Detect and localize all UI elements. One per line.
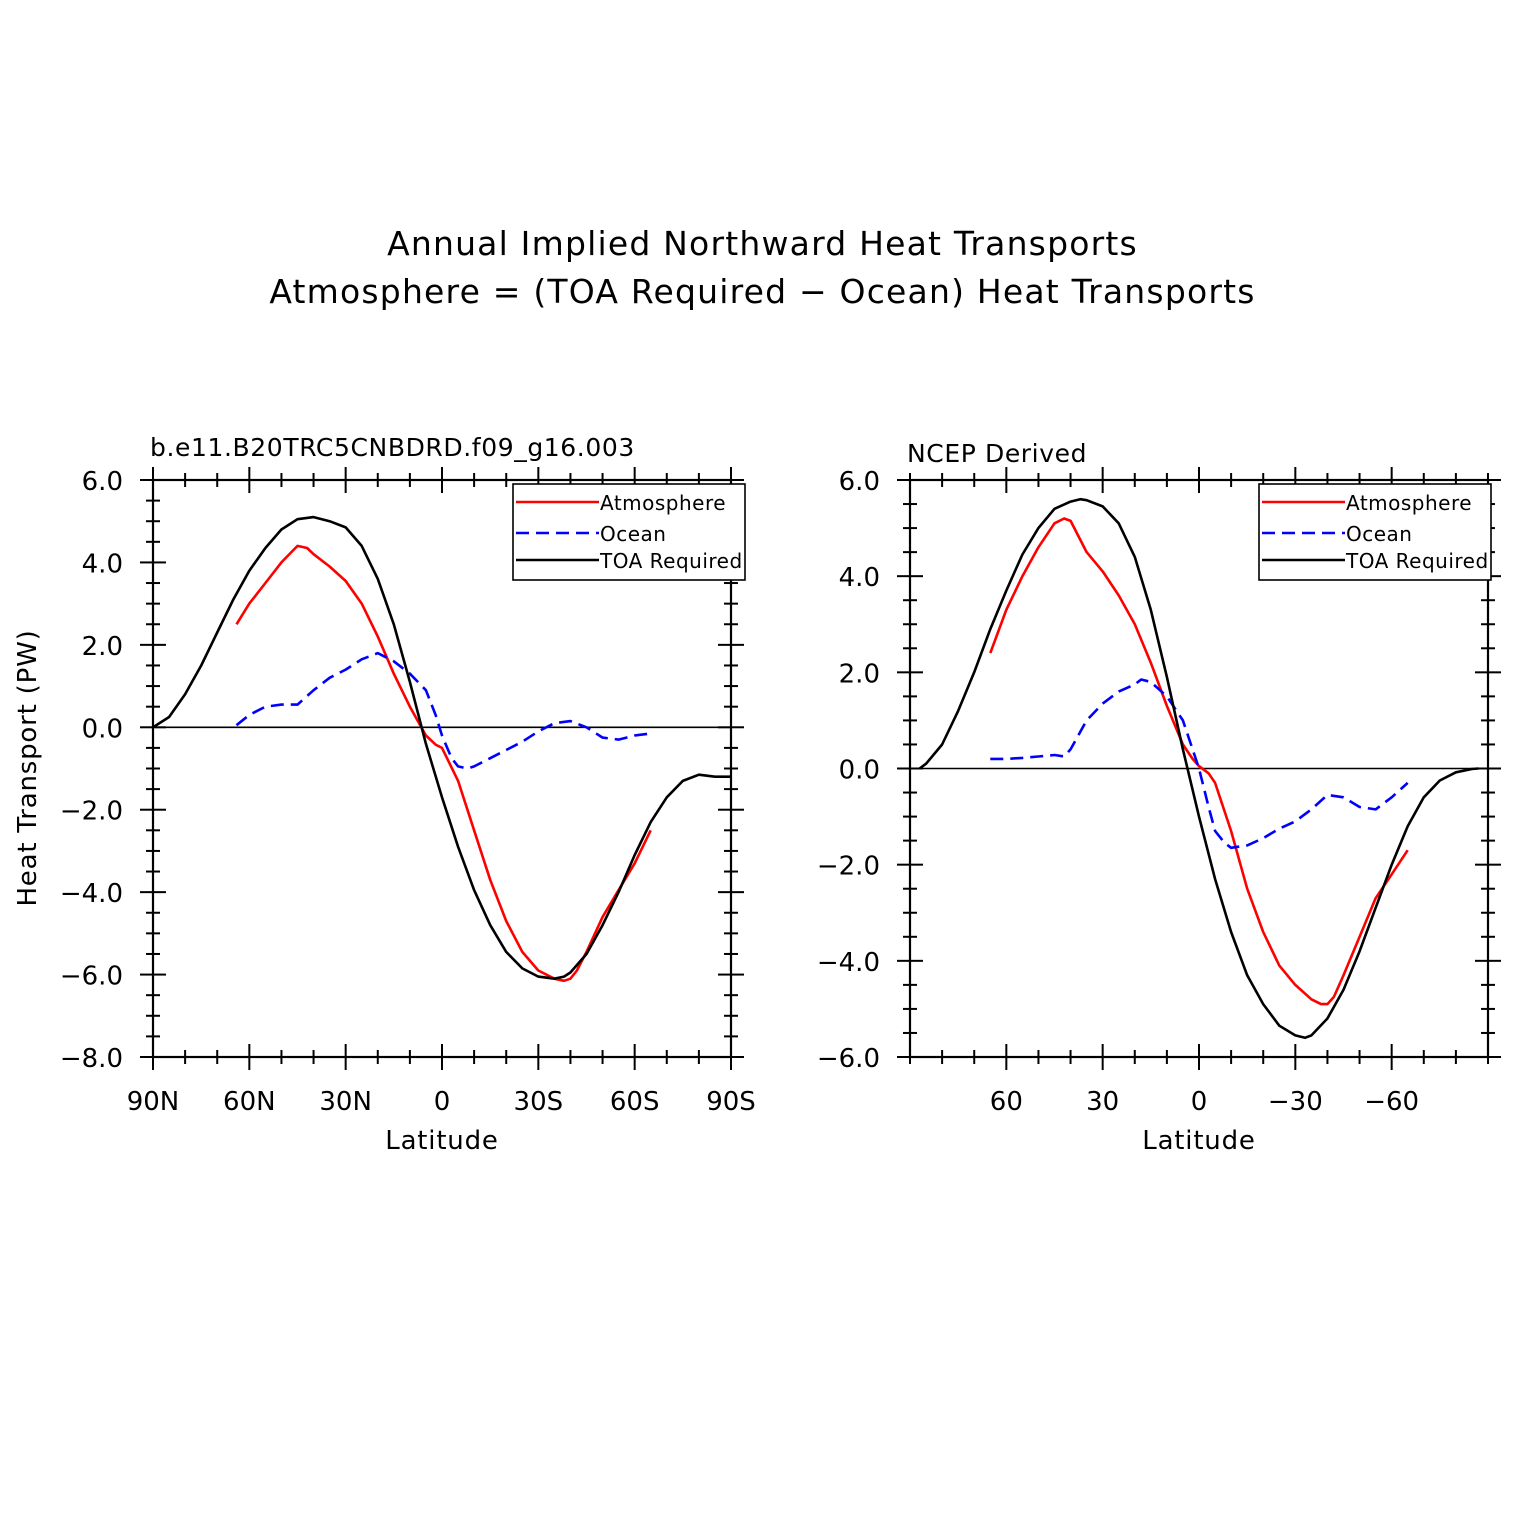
y-tick-label: −8.0 (60, 1044, 123, 1074)
series-line-atmosphere (989, 517, 1409, 1006)
x-tick-label: 30 (1086, 1087, 1119, 1117)
y-tick-label: 6.0 (839, 467, 880, 497)
x-tick-label: 60 (990, 1087, 1023, 1117)
x-tick-label: 90S (706, 1087, 756, 1117)
series-line-ocean (990, 678, 1409, 850)
y-axis-label: Heat Transport (PW) (13, 629, 43, 906)
y-tick-label: −2.0 (817, 852, 880, 882)
legend-label: Atmosphere (600, 491, 726, 515)
figure-title-line-1: Annual Implied Northward Heat Transports (387, 224, 1138, 263)
figure-title-line-2: Atmosphere = (TOA Required − Ocean) Heat… (269, 272, 1256, 311)
series-line-toa-required (918, 497, 1479, 1040)
y-tick-label: 4.0 (839, 563, 880, 593)
legend-label: TOA Required (599, 549, 743, 573)
y-tick-label: −6.0 (60, 962, 123, 992)
y-tick-label: 6.0 (82, 467, 123, 497)
x-tick-label: 30S (514, 1087, 564, 1117)
x-tick-label: 90N (127, 1087, 180, 1117)
y-tick-label: −2.0 (60, 797, 123, 827)
x-axis-label: Latitude (1142, 1126, 1255, 1156)
panel-title: b.e11.B20TRC5CNBDRD.f09_g16.003 (150, 433, 635, 462)
x-tick-label: 60S (610, 1087, 660, 1117)
legend-label: Atmosphere (1346, 491, 1472, 515)
x-tick-label: −30 (1268, 1087, 1323, 1117)
y-tick-label: 0.0 (839, 756, 880, 786)
panel-1: b.e11.B20TRC5CNBDRD.f09_g16.003 6.0 4.0 2.0… (13, 433, 756, 1156)
y-tick-label: −6.0 (817, 1044, 880, 1074)
series-line-ocean (235, 651, 651, 770)
panel-title: NCEP Derived (907, 439, 1087, 468)
x-tick-label: 60N (223, 1087, 276, 1117)
y-tick-label: 2.0 (82, 632, 123, 662)
plot-frame (908, 478, 1490, 1059)
y-tick-label: 2.0 (839, 659, 880, 689)
legend-label: Ocean (1346, 522, 1412, 546)
legend-box (512, 483, 746, 581)
x-tick-label: −60 (1364, 1087, 1419, 1117)
panel-2: NCEP Derived 6.0 4.0 2.0 0.0 −2.0 −4.0 −6.0 60 30… (817, 439, 1501, 1156)
y-tick-label: −4.0 (60, 879, 123, 909)
legend-label: Ocean (600, 522, 666, 546)
legend-box (1258, 483, 1492, 581)
x-tick-label: 30N (319, 1087, 372, 1117)
legend-label: TOA Required (1345, 549, 1489, 573)
legend: Atmosphere Ocean TOA Required (512, 483, 746, 581)
x-tick-label: 0 (1191, 1087, 1208, 1117)
x-tick-label: 0 (434, 1087, 451, 1117)
series-line-atmosphere (235, 544, 652, 983)
y-tick-label: 4.0 (82, 549, 123, 579)
y-tick-label: 0.0 (82, 714, 123, 744)
series-line-toa-required (152, 515, 731, 981)
legend: Atmosphere Ocean TOA Required (1258, 483, 1492, 581)
y-tick-label: −4.0 (817, 948, 880, 978)
plot-frame (151, 478, 733, 1059)
x-axis-label: Latitude (385, 1126, 498, 1156)
